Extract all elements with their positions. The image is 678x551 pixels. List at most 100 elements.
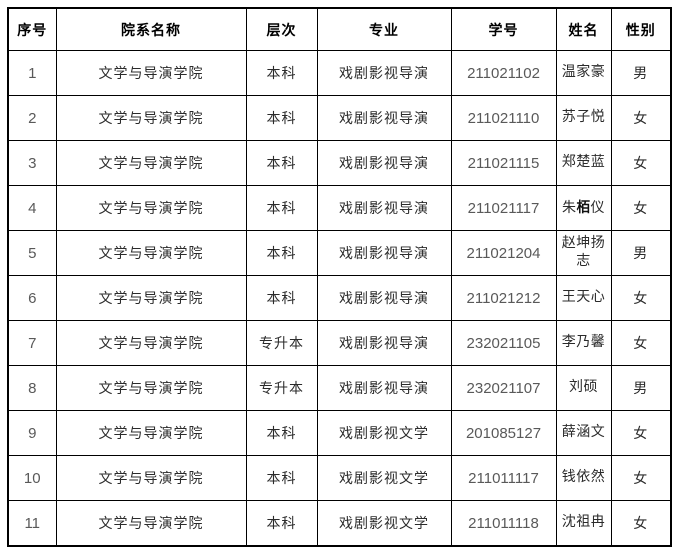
table-row: 1 文学与导演学院 本科 戏剧影视导演 211021102 温家豪男 xyxy=(7,50,672,96)
cell-student_id: 211011117 xyxy=(450,455,557,501)
cell-department: 文学与导演学院 xyxy=(55,95,247,141)
column-header-name: 姓名 xyxy=(555,7,612,51)
cell-student_id: 211021102 xyxy=(450,50,557,96)
table-body: 1 文学与导演学院 本科 戏剧影视导演 211021102 温家豪男 2 文学与导演学院 本科戏… xyxy=(7,50,672,547)
cell-student_id: 211021115 xyxy=(450,140,557,186)
table-row: 5 文学与导演学院 本科 戏剧影视导演 211021204 赵坤扬志男 xyxy=(7,230,672,276)
cell-major: 戏剧影视导演 xyxy=(316,320,452,366)
cell-index: 8 xyxy=(7,365,57,411)
cell-department: 文学与导演学院 xyxy=(55,455,247,501)
cell-major: 戏剧影视文学 xyxy=(316,410,452,456)
cell-gender: 女 xyxy=(610,455,672,501)
cell-gender: 女 xyxy=(610,410,672,456)
table-row: 11 文学与导演学院 本科 戏剧影视文学 211011118 沈祖冉女 xyxy=(7,500,672,547)
cell-index: 7 xyxy=(7,320,57,366)
cell-level: 本科 xyxy=(245,500,318,547)
cell-major: 戏剧影视文学 xyxy=(316,455,452,501)
column-header-student_id: 学号 xyxy=(450,7,557,51)
cell-major: 戏剧影视导演 xyxy=(316,275,452,321)
cell-level: 本科 xyxy=(245,410,318,456)
column-header-level: 层次 xyxy=(245,7,318,51)
cell-level: 本科 xyxy=(245,95,318,141)
cell-index: 11 xyxy=(7,500,57,547)
cell-name: 苏子悦 xyxy=(555,95,612,141)
cell-student_id: 232021107 xyxy=(450,365,557,411)
table-row: 7 文学与导演学院 专升本 戏剧影视导演 232021105 李乃馨女 xyxy=(7,320,672,366)
cell-major: 戏剧影视文学 xyxy=(316,500,452,547)
cell-index: 5 xyxy=(7,230,57,276)
cell-level: 本科 xyxy=(245,140,318,186)
cell-name: 薛涵文 xyxy=(555,410,612,456)
cell-gender: 男 xyxy=(610,230,672,276)
column-header-major: 专业 xyxy=(316,7,452,51)
cell-student_id: 232021105 xyxy=(450,320,557,366)
cell-department: 文学与导演学院 xyxy=(55,365,247,411)
cell-major: 戏剧影视导演 xyxy=(316,50,452,96)
table-row: 6 文学与导演学院 本科 戏剧影视导演 211021212 王天心女 xyxy=(7,275,672,321)
cell-department: 文学与导演学院 xyxy=(55,50,247,96)
cell-index: 9 xyxy=(7,410,57,456)
column-header-gender: 性别 xyxy=(610,7,672,51)
cell-department: 文学与导演学院 xyxy=(55,185,247,231)
cell-student_id: 211021117 xyxy=(450,185,557,231)
cell-student_id: 201085127 xyxy=(450,410,557,456)
cell-level: 本科 xyxy=(245,185,318,231)
name-text: 仪 xyxy=(590,201,605,216)
table-row: 2 文学与导演学院 本科 戏剧影视导演 211021110 苏子悦女 xyxy=(7,95,672,141)
cell-gender: 女 xyxy=(610,275,672,321)
cell-gender: 女 xyxy=(610,140,672,186)
cell-name: 郑楚蓝 xyxy=(555,140,612,186)
cell-name: 钱依然 xyxy=(555,455,612,501)
cell-name: 沈祖冉 xyxy=(555,500,612,547)
cell-name: 朱栢仪 xyxy=(555,185,612,231)
cell-index: 4 xyxy=(7,185,57,231)
cell-department: 文学与导演学院 xyxy=(55,230,247,276)
table-row: 8 文学与导演学院 专升本 戏剧影视导演 232021107 刘硕男 xyxy=(7,365,672,411)
table-row: 3 文学与导演学院 本科 戏剧影视导演 211021115 郑楚蓝女 xyxy=(7,140,672,186)
cell-level: 本科 xyxy=(245,455,318,501)
cell-gender: 男 xyxy=(610,50,672,96)
cell-student_id: 211021204 xyxy=(450,230,557,276)
cell-major: 戏剧影视导演 xyxy=(316,185,452,231)
table-row: 9 文学与导演学院 本科 戏剧影视文学 201085127 薛涵文女 xyxy=(7,410,672,456)
header-row: 序号 院系名称 层次 专业 学号 姓名 性别 xyxy=(7,7,672,51)
cell-student_id: 211021212 xyxy=(450,275,557,321)
cell-department: 文学与导演学院 xyxy=(55,500,247,547)
cell-level: 本科 xyxy=(245,50,318,96)
cell-department: 文学与导演学院 xyxy=(55,410,247,456)
column-header-department: 院系名称 xyxy=(55,7,247,51)
table-row: 4 文学与导演学院 本科 戏剧影视导演 211021117 朱栢仪女 xyxy=(7,185,672,231)
cell-gender: 女 xyxy=(610,95,672,141)
cell-gender: 女 xyxy=(610,500,672,547)
cell-gender: 男 xyxy=(610,365,672,411)
fallback-font-glyph: 栢 xyxy=(576,199,591,215)
cell-gender: 女 xyxy=(610,185,672,231)
cell-student_id: 211021110 xyxy=(450,95,557,141)
cell-index: 1 xyxy=(7,50,57,96)
cell-department: 文学与导演学院 xyxy=(55,320,247,366)
cell-gender: 女 xyxy=(610,320,672,366)
cell-name: 王天心 xyxy=(555,275,612,321)
student-roster-table: 序号 院系名称 层次 专业 学号 姓名 性别 1 文学与导演学院 本科 戏剧影视导演 2110211… xyxy=(7,7,672,547)
cell-major: 戏剧影视导演 xyxy=(316,95,452,141)
cell-name: 温家豪 xyxy=(555,50,612,96)
cell-index: 6 xyxy=(7,275,57,321)
cell-index: 10 xyxy=(7,455,57,501)
cell-index: 3 xyxy=(7,140,57,186)
cell-department: 文学与导演学院 xyxy=(55,140,247,186)
cell-major: 戏剧影视导演 xyxy=(316,230,452,276)
table-row: 10 文学与导演学院 本科 戏剧影视文学 211011117 钱依然女 xyxy=(7,455,672,501)
cell-major: 戏剧影视导演 xyxy=(316,365,452,411)
cell-major: 戏剧影视导演 xyxy=(316,140,452,186)
cell-index: 2 xyxy=(7,95,57,141)
cell-name: 李乃馨 xyxy=(555,320,612,366)
cell-name: 刘硕 xyxy=(555,365,612,411)
cell-level: 本科 xyxy=(245,275,318,321)
cell-level: 专升本 xyxy=(245,320,318,366)
cell-level: 专升本 xyxy=(245,365,318,411)
cell-level: 本科 xyxy=(245,230,318,276)
cell-department: 文学与导演学院 xyxy=(55,275,247,321)
cell-student_id: 211011118 xyxy=(450,500,557,547)
cell-name: 赵坤扬志 xyxy=(555,230,612,276)
